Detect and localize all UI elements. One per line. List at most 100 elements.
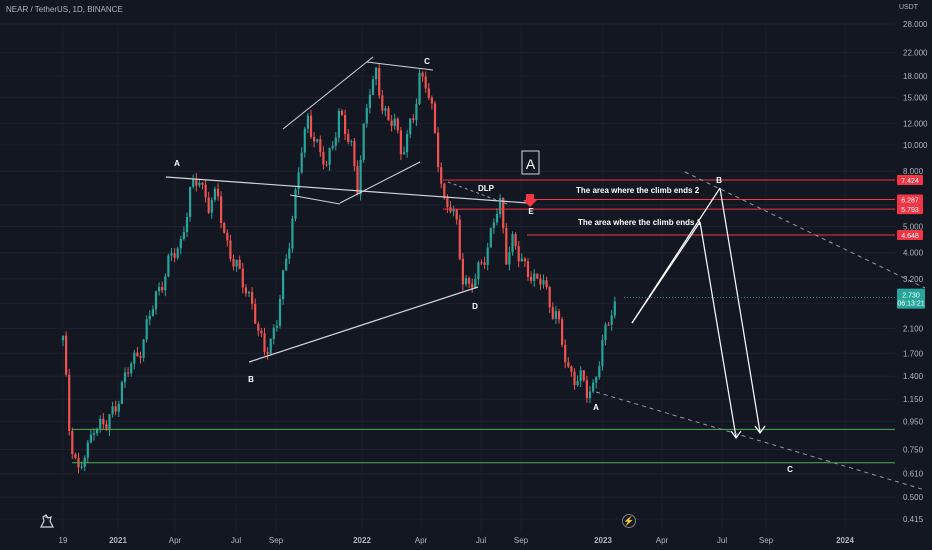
candle-body (592, 382, 595, 392)
candle-body (517, 246, 520, 262)
candle-body (564, 344, 567, 363)
candle-body (80, 466, 83, 468)
boxed-label: A (526, 156, 536, 172)
candle-body (154, 291, 158, 310)
candle-body (480, 262, 483, 264)
y-tick-label: 12.000 (903, 120, 928, 129)
candle-body (505, 228, 508, 265)
candle-body (89, 434, 92, 443)
drawings-layer: The area where the climb ends 2 The area … (72, 56, 926, 491)
candle-body (148, 315, 151, 320)
candle-body (368, 94, 371, 108)
candle-body (127, 372, 130, 374)
candle-body (282, 270, 285, 299)
candle-body (567, 362, 570, 367)
x-tick-label: Sep (269, 536, 284, 545)
candle-body (365, 107, 368, 124)
x-tick-label: Sep (759, 536, 774, 545)
channel-bottom (289, 194, 341, 205)
wave-label: A (174, 159, 180, 168)
candle-body (151, 309, 154, 316)
candle-body (251, 292, 254, 304)
triangle-lower (248, 286, 479, 363)
candle-body (316, 139, 319, 142)
candle-body (247, 292, 251, 294)
x-axis: 19 2021 Apr Jul Sep 2022 Apr Jul Sep 2023 Apr Jul Se… (59, 536, 855, 545)
candle-body (415, 104, 418, 121)
candle-body (477, 262, 480, 279)
candle-body (96, 428, 99, 434)
candle-body (461, 258, 464, 285)
candle-body (167, 255, 170, 277)
candle-body (61, 335, 65, 341)
candle-body (495, 213, 499, 223)
candle-body (402, 152, 406, 155)
y-tick-label: 5.000 (903, 222, 924, 231)
candle-body (244, 287, 247, 294)
candle-body (291, 218, 294, 249)
price-tag-label: 6.287 (901, 198, 919, 205)
y-axis: 28.000 22.000 18.000 15.000 12.000 10.000 8.00… (903, 20, 928, 524)
candle-body (598, 366, 601, 378)
y-tick-label: 8.000 (903, 167, 924, 176)
x-tick-label: 2022 (353, 536, 371, 545)
candle-body (334, 137, 337, 146)
candle-body (384, 108, 387, 111)
candle-body (241, 268, 244, 288)
candle-body (275, 325, 278, 328)
candle-body (71, 430, 74, 454)
candle-body (412, 118, 415, 121)
candle-body (492, 222, 495, 229)
candle-body (210, 199, 213, 213)
candle-body (607, 324, 610, 326)
candle-body (108, 414, 111, 431)
candle-body (551, 307, 554, 319)
candle-body (455, 209, 458, 220)
y-tick-label: 0.610 (903, 470, 924, 479)
candle-body (313, 136, 316, 142)
candle-body (322, 152, 325, 165)
candle-body (542, 280, 545, 285)
candle-body (474, 278, 477, 288)
current-price-label: 2.730 (902, 293, 920, 300)
y-tick-label: 10.000 (903, 141, 928, 150)
candle-body (508, 252, 511, 265)
y-tick-label: 28.000 (903, 20, 928, 29)
candle-body (468, 278, 471, 284)
candle-body (443, 183, 446, 198)
candle-body (105, 424, 108, 431)
y-tick-label: 0.500 (903, 493, 924, 502)
price-tag-label: 5.793 (901, 207, 919, 214)
candle-body (263, 333, 266, 353)
wave-dash-lower (595, 391, 926, 491)
candle-body (387, 108, 390, 121)
candle-body (204, 184, 207, 198)
x-tick-label: 19 (59, 536, 68, 545)
candle-body (570, 366, 573, 372)
candle-body (189, 186, 192, 217)
price-tag-label: 7.424 (901, 178, 919, 185)
candle-body (511, 234, 514, 253)
candle-body (579, 370, 582, 382)
x-tick-label: Apr (656, 536, 669, 545)
x-tick-label: 2024 (836, 536, 854, 545)
candle-body (257, 323, 260, 331)
candle-body (207, 197, 210, 213)
arrowhead (730, 430, 742, 440)
candle-body (328, 148, 331, 165)
candle-body (120, 382, 123, 404)
dlp-line (447, 181, 511, 206)
candle-body (588, 391, 592, 399)
y-tick-label: 1.700 (903, 349, 924, 358)
currency-label: USDT (898, 4, 918, 11)
candle-body (288, 248, 291, 259)
x-tick-label: Jul (231, 536, 241, 545)
candle-body (502, 198, 505, 229)
candle-body (576, 381, 579, 386)
lightning-icon[interactable]: ⚡ (622, 514, 636, 528)
candle-body (489, 228, 492, 248)
candle-body (319, 139, 322, 153)
candle-body (260, 330, 263, 334)
candle-body (514, 234, 517, 247)
